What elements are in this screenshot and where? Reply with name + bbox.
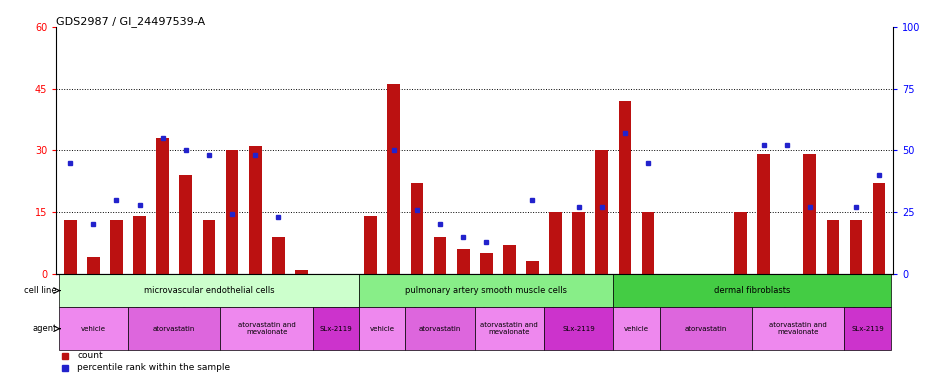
Text: count: count	[77, 351, 103, 360]
Bar	[850, 220, 862, 274]
Text: atorvastatin: atorvastatin	[684, 326, 727, 332]
Bar	[249, 146, 261, 274]
Bar	[549, 212, 562, 274]
Bar	[387, 84, 400, 274]
Bar	[660, 308, 752, 350]
Bar	[226, 150, 239, 274]
Text: SLx-2119: SLx-2119	[562, 326, 595, 332]
Bar	[475, 308, 544, 350]
Bar	[411, 183, 423, 274]
Bar	[128, 308, 221, 350]
Text: percentile rank within the sample: percentile rank within the sample	[77, 364, 230, 372]
Text: agent: agent	[33, 324, 56, 333]
Bar	[614, 274, 891, 308]
Bar	[221, 308, 313, 350]
Bar	[544, 308, 614, 350]
Text: SLx-2119: SLx-2119	[852, 326, 884, 332]
Text: SLx-2119: SLx-2119	[320, 326, 352, 332]
Bar	[614, 308, 660, 350]
Bar	[359, 274, 614, 308]
Bar	[619, 101, 632, 274]
Bar	[295, 270, 307, 274]
Bar	[503, 245, 516, 274]
Bar	[156, 138, 169, 274]
Text: atorvastatin and
mevalonate: atorvastatin and mevalonate	[238, 322, 295, 335]
Bar	[313, 308, 359, 350]
Text: cell line: cell line	[24, 286, 56, 295]
Text: GDS2987 / GI_24497539-A: GDS2987 / GI_24497539-A	[56, 16, 206, 27]
Bar	[526, 262, 539, 274]
Bar	[758, 154, 770, 274]
Bar	[87, 257, 100, 274]
Bar	[405, 308, 475, 350]
Bar	[64, 220, 77, 274]
Text: vehicle: vehicle	[81, 326, 106, 332]
Bar	[133, 216, 146, 274]
Text: vehicle: vehicle	[369, 326, 395, 332]
Bar	[572, 212, 585, 274]
Bar	[804, 154, 816, 274]
Bar	[734, 212, 746, 274]
Bar	[457, 249, 469, 274]
Text: atorvastatin: atorvastatin	[419, 326, 462, 332]
Text: pulmonary artery smooth muscle cells: pulmonary artery smooth muscle cells	[405, 286, 567, 295]
Bar	[58, 274, 359, 308]
Bar	[844, 308, 891, 350]
Text: microvascular endothelial cells: microvascular endothelial cells	[144, 286, 274, 295]
Bar	[365, 216, 377, 274]
Bar	[752, 308, 844, 350]
Bar	[203, 220, 215, 274]
Text: atorvastatin: atorvastatin	[153, 326, 196, 332]
Bar	[480, 253, 493, 274]
Bar	[180, 175, 192, 274]
Bar	[433, 237, 446, 274]
Bar	[595, 150, 608, 274]
Text: atorvastatin and
mevalonate: atorvastatin and mevalonate	[480, 322, 539, 335]
Bar	[110, 220, 123, 274]
Bar	[58, 308, 128, 350]
Text: dermal fibroblasts: dermal fibroblasts	[713, 286, 791, 295]
Bar	[359, 308, 405, 350]
Bar	[642, 212, 654, 274]
Bar	[826, 220, 839, 274]
Bar	[872, 183, 885, 274]
Bar	[272, 237, 285, 274]
Text: vehicle: vehicle	[624, 326, 649, 332]
Text: atorvastatin and
mevalonate: atorvastatin and mevalonate	[769, 322, 827, 335]
